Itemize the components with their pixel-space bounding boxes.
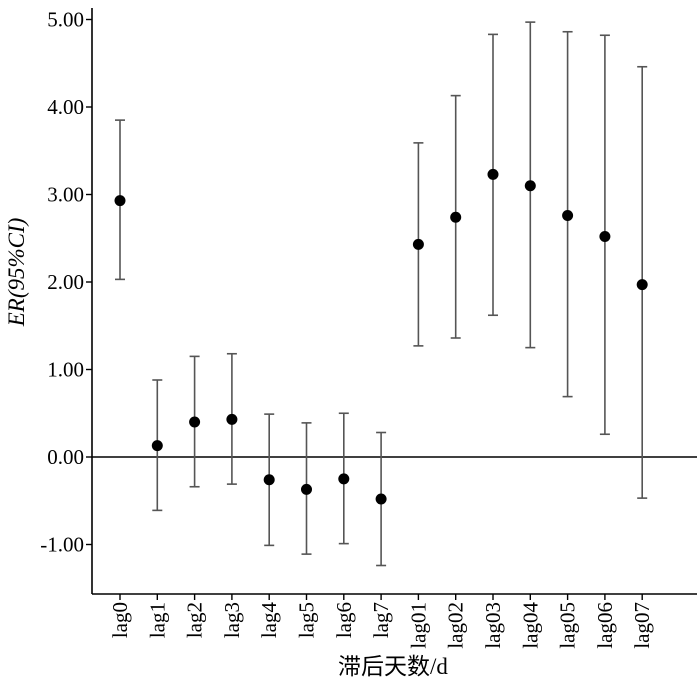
x-tick-label: lag0 <box>108 602 132 638</box>
data-point <box>450 211 462 223</box>
data-point <box>226 413 238 425</box>
data-point <box>301 483 312 495</box>
x-tick-label: lag06 <box>593 602 617 649</box>
y-tick-label: 3.00 <box>47 183 84 207</box>
x-tick-label: lag2 <box>183 602 207 638</box>
y-tick-label: -1.00 <box>40 533 84 557</box>
data-point <box>599 231 611 242</box>
data-point <box>189 416 201 428</box>
data-point <box>375 493 387 505</box>
x-tick-label: lag6 <box>332 602 356 638</box>
y-tick-label: 5.00 <box>47 8 84 32</box>
data-point <box>114 195 126 207</box>
data-point <box>412 238 424 250</box>
x-axis-title: 滞后天数/d <box>338 654 448 679</box>
y-tick-label: 0.00 <box>47 445 84 469</box>
y-tick-label: 4.00 <box>47 95 84 119</box>
x-tick-label: lag4 <box>257 602 281 639</box>
x-tick-label: lag5 <box>295 602 319 638</box>
axes <box>86 8 697 600</box>
data-point <box>487 168 499 180</box>
x-tick-label: lag04 <box>518 602 542 649</box>
data-point <box>151 440 163 452</box>
y-tick-label: 1.00 <box>47 358 84 382</box>
data-point <box>263 474 275 486</box>
x-tick-label: lag1 <box>145 602 169 638</box>
x-tick-label: lag05 <box>556 602 580 649</box>
x-tick-label: lag02 <box>444 602 468 649</box>
data-point <box>524 180 536 192</box>
y-tick-label: 2.00 <box>47 270 84 294</box>
labels: 5.00 4.00 3.00 2.00 1.00 0.00 -1.00 lag0 lag1 lag… <box>40 8 654 649</box>
x-tick-label: lag7 <box>369 602 393 638</box>
data-point <box>562 210 574 221</box>
x-tick-label: lag07 <box>630 602 654 649</box>
data-point <box>636 279 648 291</box>
x-tick-label: lag03 <box>481 602 505 649</box>
y-axis-title: ER(95%CI) <box>4 218 29 328</box>
x-tick-label: lag3 <box>220 602 244 638</box>
x-tick-label: lag01 <box>406 602 430 649</box>
marks <box>114 21 648 567</box>
data-point <box>338 473 350 485</box>
